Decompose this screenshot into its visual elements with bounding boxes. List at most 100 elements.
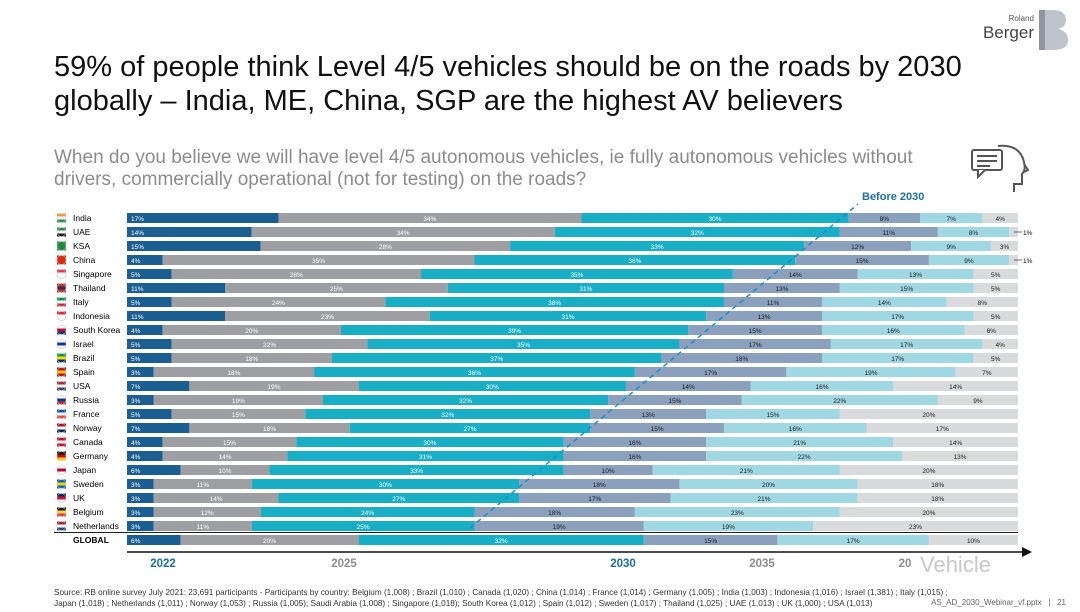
flag-stripe — [57, 367, 66, 371]
bar-segment — [813, 521, 1018, 531]
bar-segment — [225, 283, 448, 293]
flag-outline — [56, 521, 67, 531]
bar-segment — [278, 493, 520, 503]
data-label: 16% — [628, 454, 641, 461]
bar-segment — [857, 493, 1018, 503]
bar-segment — [741, 395, 938, 405]
bar-segment — [127, 325, 163, 335]
data-label: 32% — [459, 398, 472, 405]
country-label: Indonesia — [73, 311, 110, 321]
data-label: 18% — [593, 482, 606, 489]
flag-stripe — [57, 345, 66, 349]
data-label: 22% — [833, 398, 846, 405]
bar-segment — [706, 409, 840, 419]
flag-stripe — [57, 471, 66, 475]
data-label: 23% — [909, 524, 922, 531]
source-line-2: Japan (1,018) ; Netherlands (1,011) ; No… — [54, 599, 873, 608]
flag-icon — [56, 297, 67, 307]
data-label: 20% — [922, 412, 935, 419]
logo-line1: Roland — [1008, 14, 1034, 23]
bar-segment — [269, 465, 564, 475]
flag-icon — [56, 311, 67, 321]
data-label: 35% — [517, 342, 530, 349]
flag-outline — [56, 269, 67, 279]
bar-segment — [278, 213, 582, 223]
flag-icon — [56, 255, 67, 265]
bar-segment — [786, 367, 956, 377]
data-label: 31% — [579, 286, 592, 293]
country-label: China — [73, 255, 95, 265]
country-label: France — [73, 409, 100, 419]
flag-icon — [56, 437, 67, 447]
bar-segment — [474, 507, 635, 517]
axis-arrowhead — [1022, 547, 1032, 557]
flag-stripe — [57, 395, 66, 399]
bar-segment — [127, 297, 172, 307]
bar-segment — [296, 437, 564, 447]
axis-label: 2025 — [331, 558, 357, 570]
bar-segment — [287, 451, 564, 461]
flag-outline — [56, 367, 67, 377]
data-label: 36% — [468, 370, 481, 377]
data-label: 17% — [891, 356, 904, 363]
bar-segment — [1009, 255, 1018, 265]
bar-segment — [991, 241, 1018, 251]
data-label: 7% — [946, 216, 956, 223]
flag-icon — [56, 339, 67, 349]
bar-segment — [563, 465, 653, 475]
flag-stripe — [57, 328, 66, 332]
flag-outline — [56, 465, 67, 475]
country-label: USA — [73, 381, 91, 391]
bar-segment — [919, 213, 983, 223]
data-label: 10% — [219, 468, 232, 475]
data-label: 19% — [268, 384, 281, 391]
data-label: 30% — [709, 216, 722, 223]
bar-segment — [839, 227, 938, 237]
data-label: 5% — [991, 356, 1001, 363]
bar-segment — [839, 409, 1018, 419]
flag-icon — [56, 213, 67, 223]
country-label: GLOBAL — [73, 535, 109, 545]
bar-segment — [421, 269, 733, 279]
flag-stripe — [57, 482, 66, 486]
bar-segment — [127, 381, 190, 391]
data-label: 5% — [131, 300, 141, 307]
data-label: 25% — [330, 286, 343, 293]
data-label: 3% — [131, 482, 141, 489]
bar-segment — [955, 367, 1018, 377]
data-label: 3% — [131, 510, 141, 517]
flag-stripe — [57, 485, 66, 489]
footer-separator: | — [1043, 598, 1055, 607]
flag-outline — [56, 325, 67, 335]
data-label: 3% — [131, 398, 141, 405]
country-label: Spain — [73, 367, 95, 377]
axis-label: 20 — [899, 558, 912, 570]
flag-outline — [56, 395, 67, 405]
flag-stripe — [57, 387, 66, 391]
data-label: 11% — [131, 286, 144, 293]
data-label: 15% — [232, 412, 245, 419]
country-label: Canada — [73, 437, 103, 447]
bar-segment — [625, 381, 751, 391]
bar-segment — [153, 493, 279, 503]
data-label: 15% — [704, 538, 717, 545]
data-label: 6% — [987, 328, 997, 335]
bar-segment — [643, 535, 778, 545]
data-label: 19% — [232, 398, 245, 405]
before-2030-dashed-line — [469, 203, 859, 529]
bar-segment — [608, 395, 742, 405]
bar-segment — [928, 255, 1010, 265]
flag-stripe — [57, 423, 66, 427]
page-title: 59% of people think Level 4/5 vehicles s… — [54, 51, 962, 117]
flag-stripe — [57, 258, 66, 262]
flag-stripe — [57, 303, 66, 307]
data-label: 17% — [704, 370, 717, 377]
flag-icon — [56, 451, 67, 461]
data-label: 6% — [131, 468, 141, 475]
bar-segment — [795, 255, 929, 265]
flag-icon — [56, 507, 67, 517]
country-label: Italy — [73, 297, 89, 307]
bar-segment — [688, 325, 822, 335]
bar-segment — [127, 311, 226, 321]
country-label: Sweden — [73, 479, 104, 489]
